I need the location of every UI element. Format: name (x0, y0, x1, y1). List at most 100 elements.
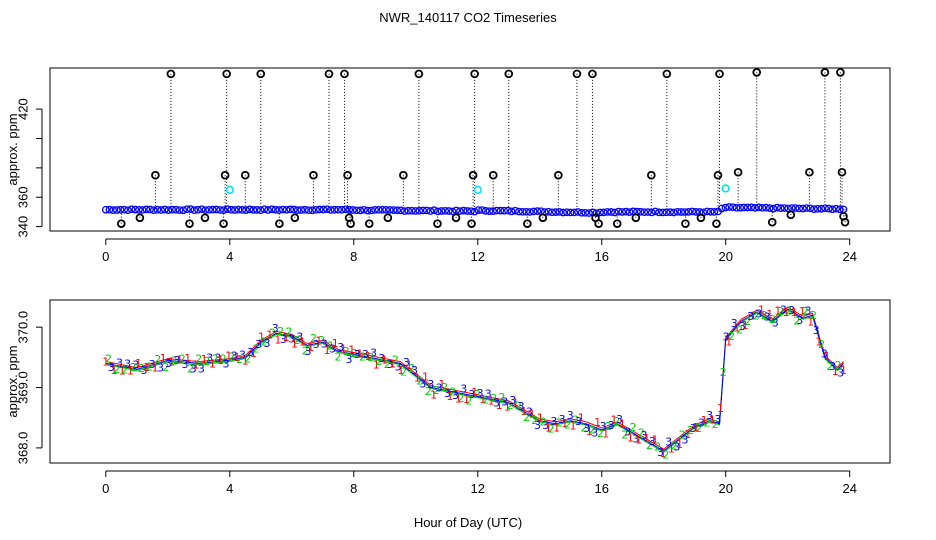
outlier-point (594, 219, 603, 228)
outlier-point (451, 213, 461, 223)
series-point-3: 3 (378, 352, 385, 365)
series-point-3: 3 (813, 324, 820, 337)
baseline-point (496, 206, 505, 215)
series-point-3: 3 (165, 357, 172, 370)
baseline-point (732, 203, 741, 212)
series-point-3: 3 (444, 387, 451, 400)
series-point-2: 2 (662, 449, 669, 462)
series-point-2: 2 (326, 339, 333, 352)
series-point-1: 1 (242, 354, 249, 367)
series-point-1: 1 (619, 417, 626, 430)
x-tick-label: 24 (842, 249, 856, 264)
series-point-3: 3 (731, 317, 738, 330)
baseline-point (610, 208, 619, 217)
series-point-1: 1 (217, 354, 224, 367)
baseline-point (116, 205, 125, 214)
series-point-3: 3 (354, 348, 361, 361)
baseline-point (666, 208, 674, 216)
outlier-point (324, 69, 334, 79)
series-point-1: 1 (545, 422, 552, 435)
series-point-1: 1 (832, 365, 839, 378)
series-point-2: 2 (253, 342, 260, 355)
series-point-3: 3 (600, 420, 607, 433)
baseline-point (581, 208, 590, 217)
series-point-3: 3 (411, 364, 418, 377)
series-point-2: 2 (531, 414, 538, 427)
outlier-point (222, 69, 231, 79)
series-point-3: 3 (116, 357, 123, 370)
series-point-1: 1 (471, 386, 478, 399)
series-point-2: 2 (490, 392, 497, 405)
baseline-point (363, 206, 372, 215)
series-point-1: 1 (430, 388, 437, 401)
series-point-2: 2 (138, 362, 145, 375)
series-point-2: 2 (523, 411, 530, 424)
y-tick-label: 370.0 (15, 311, 30, 344)
series-point-1: 1 (324, 344, 331, 357)
top-panel: approx. ppm 0 4 8 12 16 20 24 340 360 420 (5, 67, 891, 264)
outlier-point (504, 69, 514, 79)
bottom-x-axis: 0 4 8 12 16 20 24 (102, 470, 857, 496)
series-point-3: 3 (567, 409, 574, 422)
highlight-point (225, 185, 234, 195)
series-point-1: 1 (774, 305, 781, 318)
baseline-point (437, 207, 446, 215)
baseline-point (135, 205, 143, 214)
series-point-3: 3 (468, 388, 475, 401)
baseline-point (614, 207, 623, 216)
series-point-1: 1 (143, 361, 150, 374)
series-point-1: 1 (209, 358, 216, 371)
series-point-3: 3 (764, 311, 771, 324)
series-point-2: 2 (244, 353, 251, 366)
series-point-2: 2 (236, 353, 243, 366)
series-point-3: 3 (223, 357, 230, 370)
series-point-2: 2 (474, 388, 481, 401)
outlier-point (346, 219, 355, 228)
series-point-1: 1 (332, 337, 339, 350)
series-point-2: 2 (294, 334, 301, 347)
outlier-point (523, 219, 532, 228)
baseline-point (371, 206, 379, 214)
x-tick-label: 8 (350, 481, 357, 496)
baseline-point (603, 208, 612, 216)
series-point-1: 1 (627, 431, 634, 444)
baseline-point (352, 206, 361, 215)
top-x-axis: 0 4 8 12 16 20 24 (102, 238, 857, 264)
baseline-point (164, 206, 173, 214)
series-point-1: 1 (340, 343, 347, 356)
series-point-2: 2 (482, 393, 489, 406)
series-point-1: 1 (529, 408, 536, 421)
series-point-3: 3 (837, 367, 844, 380)
baseline-point (330, 205, 339, 214)
baseline-point (544, 207, 553, 216)
series-point-2: 2 (597, 427, 604, 440)
series-point-3: 3 (386, 358, 393, 371)
baseline-point (153, 205, 162, 214)
series-point-1: 1 (438, 378, 445, 391)
baseline-point (592, 209, 601, 217)
series-point-2: 2 (203, 355, 210, 368)
series-point-3: 3 (583, 422, 590, 435)
series-point-1: 1 (758, 304, 765, 317)
outlier-point (712, 219, 721, 228)
series-point-3: 3 (280, 333, 287, 346)
series-point-2: 2 (589, 423, 596, 436)
series-point-1: 1 (184, 352, 191, 365)
baseline-point (113, 206, 121, 214)
series-point-3: 3 (436, 381, 443, 394)
series-point-3: 3 (772, 317, 779, 330)
x-tick-label: 8 (350, 249, 357, 264)
baseline-point (489, 207, 497, 215)
baseline-point (338, 205, 346, 214)
baseline-point (758, 203, 767, 212)
baseline-point (607, 208, 615, 216)
baseline-point (186, 205, 195, 214)
outlier-point (836, 68, 845, 77)
baseline-point (282, 205, 291, 214)
series-point-3: 3 (182, 358, 189, 371)
baseline-point (478, 206, 486, 214)
baseline-point (481, 207, 490, 215)
series-point-2: 2 (835, 359, 842, 372)
series-point-3: 3 (788, 304, 795, 317)
baseline-point (566, 208, 575, 217)
